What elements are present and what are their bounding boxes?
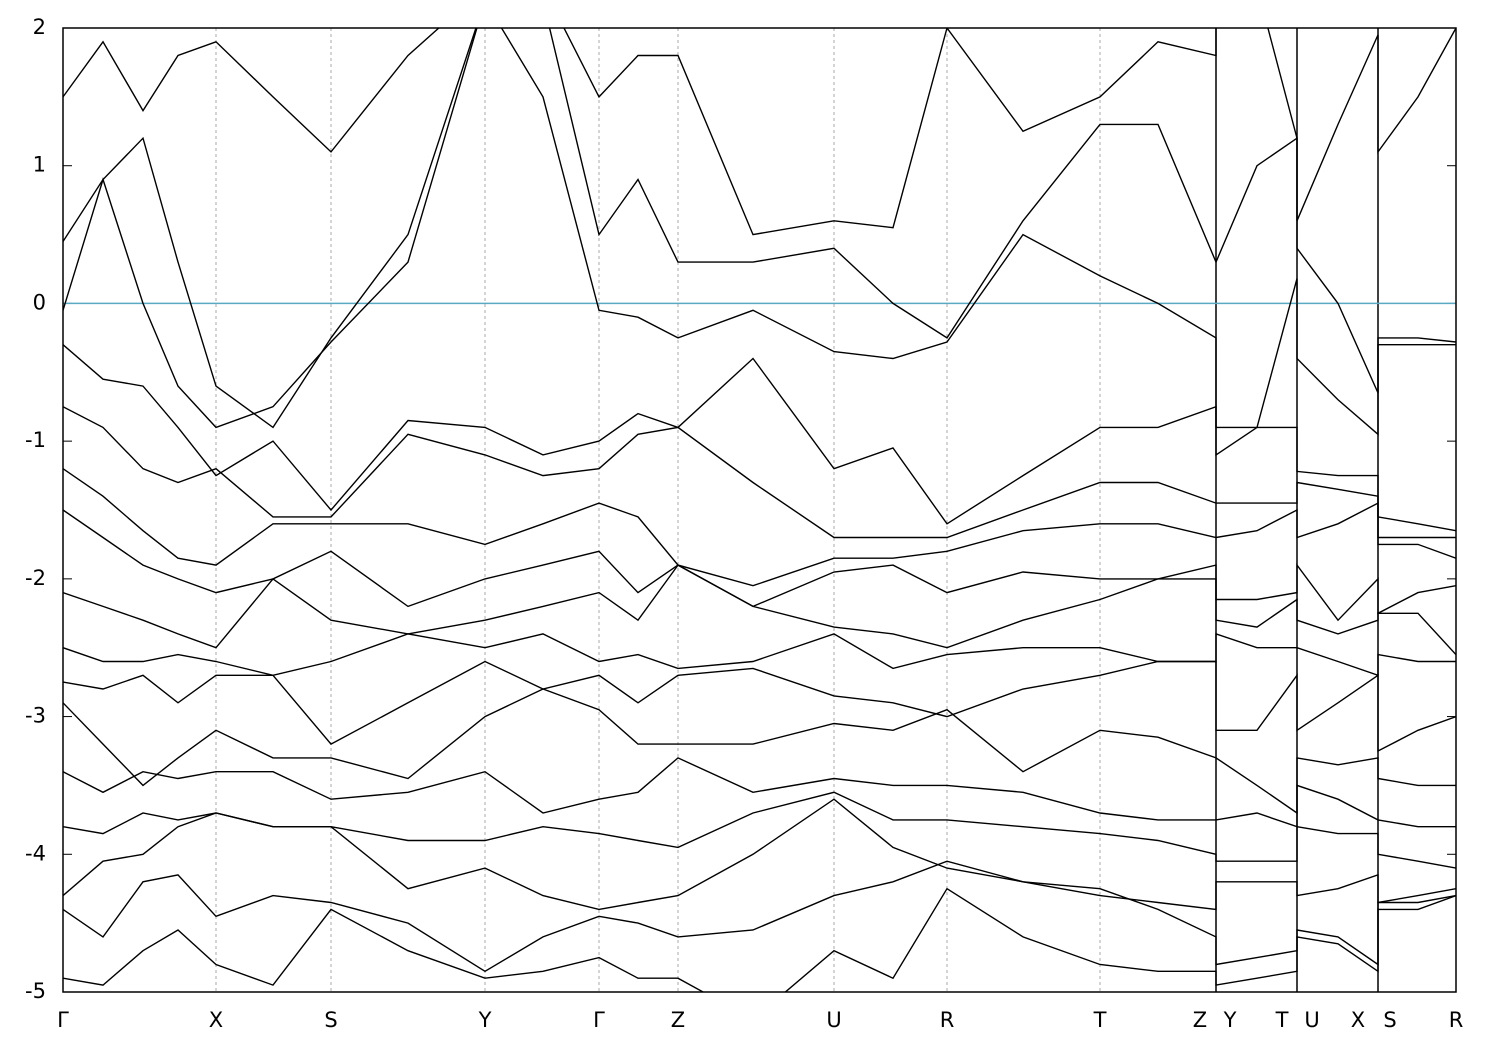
- x-tick-label: X: [209, 1008, 223, 1032]
- x-tick-label: U: [826, 1008, 841, 1032]
- x-tick-label: Γ: [593, 1008, 605, 1032]
- band: [63, 660, 1456, 753]
- band: [63, 688, 1456, 815]
- band: [63, 28, 1456, 236]
- y-tick-label: -3: [25, 704, 46, 728]
- x-tick-label: S: [324, 1008, 337, 1032]
- x-tick-label: X: [1351, 1008, 1365, 1032]
- x-tick-label: Γ: [57, 1008, 69, 1032]
- band: [63, 406, 1456, 539]
- y-tick-label: 2: [33, 15, 46, 39]
- x-tick-label: Z: [671, 1008, 685, 1032]
- band: [63, 344, 1456, 532]
- band: [63, 632, 1456, 677]
- band: [63, 28, 1456, 436]
- y-tick-label: 0: [33, 290, 46, 314]
- x-tick-label: S: [1383, 1008, 1396, 1032]
- band: [63, 887, 1456, 992]
- band: [63, 28, 1456, 429]
- x-tick-label: T: [1093, 1008, 1107, 1032]
- x-tick-label: Y: [1223, 1008, 1237, 1032]
- y-tick-label: -2: [25, 566, 46, 590]
- y-tick-label: -1: [25, 428, 46, 452]
- x-tick-label: U: [1304, 1008, 1319, 1032]
- y-tick-label: 1: [33, 153, 46, 177]
- y-tick-label: -4: [25, 841, 46, 865]
- x-tick-label: R: [940, 1008, 955, 1032]
- band: [63, 860, 1456, 973]
- y-tick-label: -5: [25, 979, 46, 1003]
- band: [63, 564, 1456, 656]
- band: [63, 468, 1456, 587]
- band: [63, 798, 1456, 911]
- plot-frame: [62, 27, 1457, 993]
- band: [63, 757, 1456, 828]
- x-tick-label: Y: [478, 1008, 492, 1032]
- x-tick-label: T: [1275, 1008, 1289, 1032]
- bands: [63, 28, 1456, 992]
- x-tick-label: Z: [1193, 1008, 1207, 1032]
- band: [63, 509, 1456, 622]
- x-tick-label: R: [1449, 1008, 1464, 1032]
- band: [63, 791, 1456, 869]
